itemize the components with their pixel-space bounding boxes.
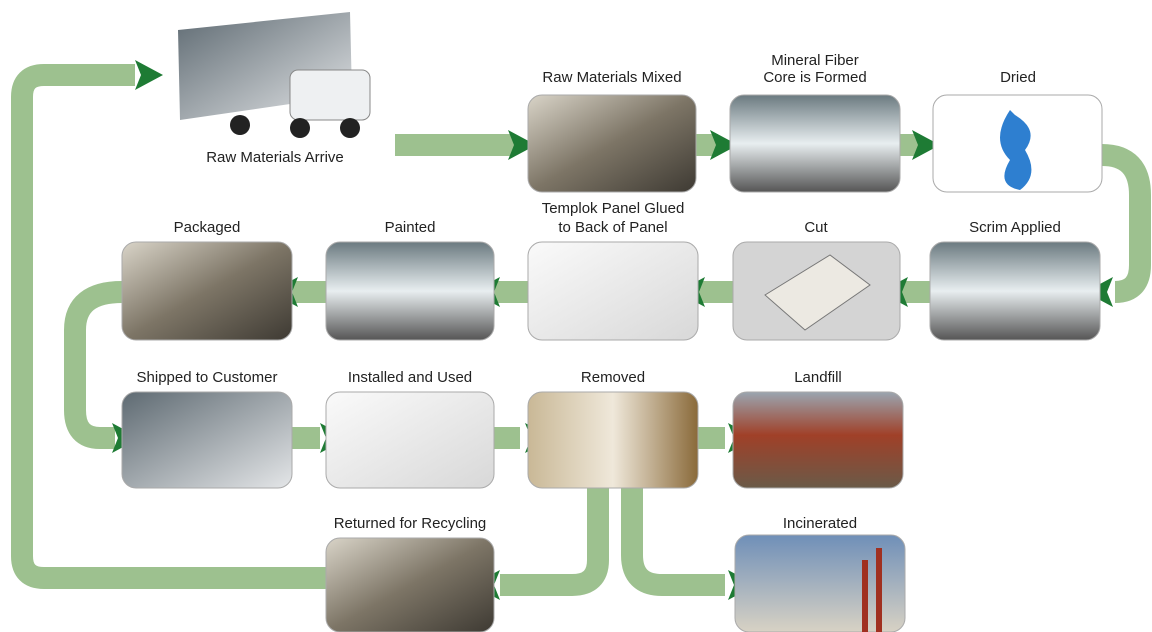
shipped-image [122, 392, 292, 488]
truck-image [178, 12, 370, 138]
node-label: Dried [1000, 69, 1036, 86]
node-label: Templok Panel Glued [542, 200, 685, 217]
node-label: to Back of Panel [558, 219, 667, 236]
mixing-image [528, 95, 696, 192]
node-label: Returned for Recycling [334, 515, 487, 532]
node-label: Cut [804, 219, 828, 236]
connector [500, 488, 598, 585]
node-label: Shipped to Customer [137, 369, 278, 386]
node-label: Core is Formed [763, 69, 866, 86]
node-label: Incinerated [783, 515, 857, 532]
node-label: Installed and Used [348, 369, 472, 386]
connector [1102, 155, 1140, 292]
connector [75, 292, 122, 438]
images [122, 12, 1102, 632]
installed-image [326, 392, 494, 488]
landfill-image [733, 392, 903, 488]
arrowhead [135, 60, 163, 90]
node-label: Packaged [174, 219, 241, 236]
packaged-image [122, 242, 292, 340]
recycling-image [326, 538, 494, 632]
scrim-image [930, 242, 1100, 340]
node-label: Raw Materials Arrive [206, 149, 344, 166]
process-diagram: Raw Materials Arrive Raw Materials Mixed… [0, 0, 1152, 632]
connector [632, 488, 725, 585]
removed-image [528, 392, 698, 488]
node-label: Mineral Fiber [771, 52, 859, 69]
node-label: Landfill [794, 369, 842, 386]
painted-image [326, 242, 494, 340]
node-label: Painted [385, 219, 436, 236]
forming-image [730, 95, 900, 192]
node-label: Raw Materials Mixed [542, 69, 681, 86]
templok-image [528, 242, 698, 340]
smokestack [862, 560, 868, 632]
smokestack [876, 548, 882, 632]
node-label: Scrim Applied [969, 219, 1061, 236]
node-label: Removed [581, 369, 645, 386]
